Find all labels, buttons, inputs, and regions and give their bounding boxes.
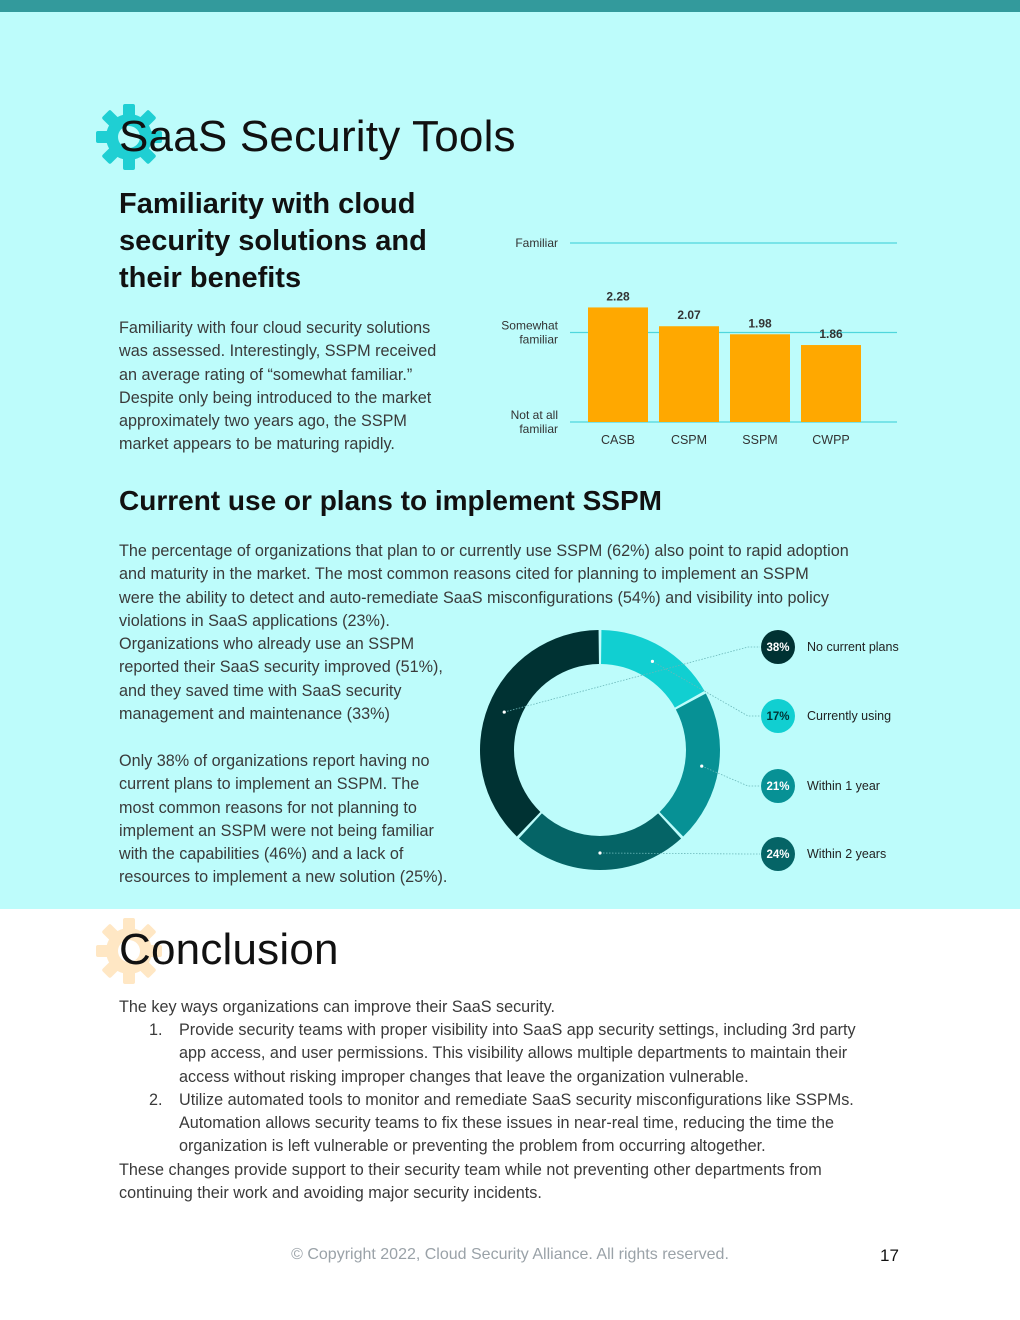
heading-familiarity: Familiarity with cloud security solution… [119, 186, 427, 297]
x-tick-label: SSPM [742, 433, 777, 447]
text-line: management and maintenance (33%) [119, 704, 390, 723]
data-label: 2.07 [677, 308, 701, 322]
text-line: and they saved time with SaaS security [119, 681, 402, 700]
list-number: 1. [149, 1021, 163, 1039]
leader-dot [502, 710, 506, 714]
leader-line [504, 646, 760, 713]
text-line: approximately two years ago, the SSPM [119, 412, 407, 431]
leader-line [599, 852, 760, 855]
text-line: Despite only being introduced to the mar… [119, 388, 432, 407]
text-line: organization is left vulnerable or preve… [179, 1137, 766, 1156]
heading-line: their benefits [119, 262, 302, 294]
text-line: The percentage of organizations that pla… [119, 542, 849, 560]
leader-line [701, 765, 760, 787]
sspm-adoption-donut-chart: 38% No current plans 17% Currently using 21%… [480, 630, 899, 871]
x-tick-label: CASB [601, 433, 635, 447]
leader-dot [650, 659, 655, 663]
footer-copyright: © Copyright 2022, Cloud Security Allianc… [291, 1246, 729, 1263]
text-line: current plans to implement an SSPM. The [119, 775, 420, 794]
y-tick-label: Familiar [515, 236, 558, 250]
text-line: Organizations who already use an SSPM [119, 635, 415, 653]
legend-label: Currently using [807, 709, 891, 723]
adoption-paragraph: The percentage of organizations that pla… [119, 540, 909, 633]
no-plans-paragraph: Only 38% of organizations report having … [119, 750, 469, 890]
familiarity-bar-chart: Not at allfamiliarSomewhatfamiliarFamili… [501, 236, 897, 447]
heading-line: Familiarity with cloud [119, 188, 416, 220]
text-line: Familiarity with four cloud security sol… [119, 319, 431, 337]
conclusion-list: 1. Provide security teams with proper vi… [119, 1019, 919, 1159]
text-line: was assessed. Interestingly, SSPM receiv… [119, 342, 437, 361]
text-line: an average rating of “somewhat familiar.… [119, 365, 413, 384]
legend-label: Within 2 years [807, 847, 886, 861]
gear-icon [96, 104, 162, 170]
leader-dot [700, 764, 704, 768]
gear-icon [96, 918, 162, 984]
text-line: resources to implement a new solution (2… [119, 868, 448, 887]
heading-line: security solutions and [119, 225, 427, 257]
list-item: 2. Utilize automated tools to monitor an… [119, 1089, 919, 1159]
legend-badge [761, 699, 795, 733]
donut-slice-currently-using [601, 630, 705, 708]
bar-cspm [659, 326, 719, 422]
bar-sspm [730, 334, 790, 422]
y-tick-label: familiar [519, 333, 558, 347]
sspm-benefits-paragraph: Organizations who already use an SSPM re… [119, 633, 469, 726]
top-bar [0, 0, 1020, 12]
text-line: These changes provide support to their s… [119, 1161, 822, 1179]
familiarity-paragraph: Familiarity with four cloud security sol… [119, 317, 464, 457]
donut-slice-within-2-years [518, 813, 682, 870]
leader-line [652, 660, 760, 717]
list-number: 2. [149, 1090, 163, 1109]
list-item: 1. Provide security teams with proper vi… [119, 1019, 919, 1089]
text-line: app access, and user permissions. This v… [179, 1044, 848, 1063]
text-line: market appears to be maturing rapidly. [119, 435, 395, 454]
text-line: Provide security teams with proper visib… [179, 1021, 856, 1039]
text-line: Utilize automated tools to monitor and r… [179, 1090, 854, 1109]
legend-value: 24% [766, 849, 789, 861]
donut-slice-within-1-year [659, 693, 720, 837]
legend-badge [761, 769, 795, 803]
legend-value: 17% [766, 711, 789, 723]
text-line: were the ability to detect and auto-reme… [119, 588, 829, 607]
section-title-conclusion: Conclusion [119, 925, 339, 974]
legend-badge [761, 630, 795, 664]
bar-casb [588, 307, 648, 422]
x-tick-label: CWPP [812, 433, 850, 447]
legend-label: Within 1 year [807, 779, 880, 793]
x-tick-label: CSPM [671, 433, 707, 447]
leader-dot [598, 851, 602, 855]
text-line: violations in SaaS applications (23%). [119, 611, 390, 630]
text-line: Automation allows security teams to fix … [179, 1114, 834, 1133]
page-number: 17 [880, 1246, 899, 1265]
y-tick-label: Somewhat [501, 319, 558, 333]
text-line: and maturity in the market. The most com… [119, 565, 809, 584]
legend-badge [761, 837, 795, 871]
legend-value: 38% [766, 642, 789, 654]
conclusion-outro: These changes provide support to their s… [119, 1159, 909, 1206]
conclusion-intro: The key ways organizations can improve t… [119, 998, 556, 1016]
text-line: continuing their work and avoiding major… [119, 1184, 542, 1203]
donut-slice-no-current-plans [480, 630, 599, 837]
y-tick-label: familiar [519, 422, 558, 436]
bar-cwpp [801, 345, 861, 422]
text-line: reported their SaaS security improved (5… [119, 658, 443, 677]
heading-current-use: Current use or plans to implement SSPM [119, 485, 662, 516]
data-label: 2.28 [606, 289, 630, 303]
data-label: 1.98 [748, 316, 772, 330]
legend-label: No current plans [807, 640, 899, 654]
section-title-saas-tools: SaaS Security Tools [119, 112, 516, 161]
text-line: most common reasons for not planning to [119, 798, 417, 817]
y-tick-label: Not at all [511, 408, 558, 422]
legend-value: 21% [766, 781, 789, 793]
text-line: implement an SSPM were not being familia… [119, 821, 434, 840]
text-line: with the capabilities (46%) and a lack o… [119, 845, 404, 864]
text-line: Only 38% of organizations report having … [119, 752, 430, 770]
text-line: access without risking improper changes … [179, 1067, 749, 1086]
data-label: 1.86 [819, 327, 843, 341]
